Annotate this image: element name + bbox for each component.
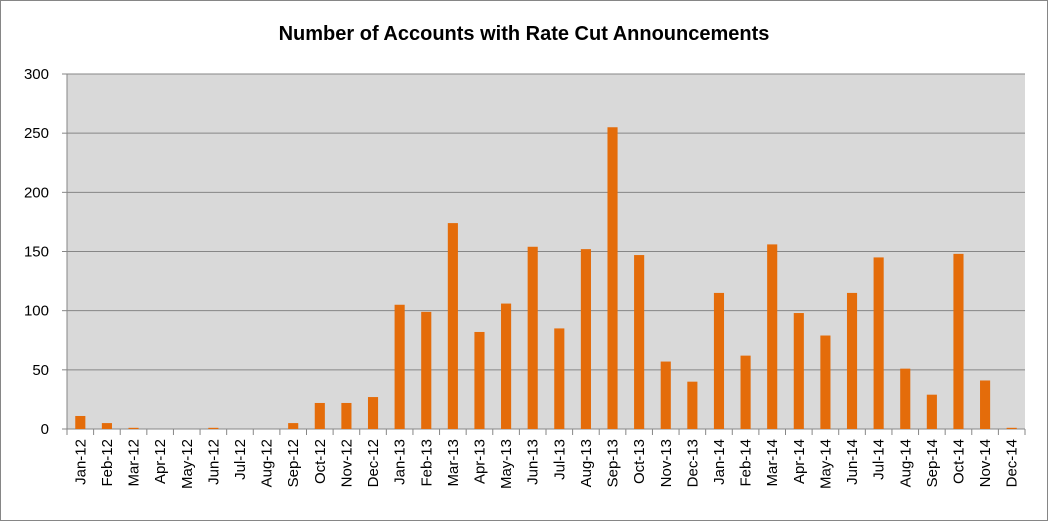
bar <box>101 423 112 429</box>
bar <box>288 423 299 429</box>
y-tick-label: 250 <box>24 125 49 142</box>
x-tick-label: Jun-13 <box>525 439 542 485</box>
y-tick-label: 0 <box>41 421 49 438</box>
bar <box>421 311 432 429</box>
bar <box>900 368 911 429</box>
bar <box>713 292 725 429</box>
bar <box>208 427 219 429</box>
bar <box>75 415 86 429</box>
bar <box>501 303 512 429</box>
x-tick-label: Oct-12 <box>312 439 329 484</box>
y-tick-label: 50 <box>32 362 49 379</box>
y-tick-label: 200 <box>24 184 49 201</box>
x-tick-label: Sep-13 <box>605 439 622 487</box>
x-tick-label: Aug-14 <box>897 439 914 487</box>
x-tick-label: Nov-14 <box>977 439 994 487</box>
x-tick-label: Mar-14 <box>764 439 781 487</box>
x-tick-label: Feb-12 <box>99 439 116 487</box>
x-tick-label: Jan-12 <box>72 439 89 485</box>
x-tick-label: Jun-14 <box>844 439 861 485</box>
x-tick-label: Jul-13 <box>551 439 568 480</box>
x-tick-label: Jan-14 <box>711 439 728 485</box>
x-tick-label: Mar-12 <box>126 439 143 487</box>
bar <box>873 257 884 429</box>
x-tick-label: Jun-12 <box>205 439 222 485</box>
x-tick-label: Apr-13 <box>471 439 488 484</box>
chart-title: Number of Accounts with Rate Cut Announc… <box>279 23 770 45</box>
x-tick-label: Nov-13 <box>658 439 675 487</box>
bar <box>660 361 671 429</box>
bar <box>1006 427 1017 429</box>
bar <box>394 304 405 429</box>
x-tick-label: Sep-14 <box>924 439 941 487</box>
x-tick-label: Aug-13 <box>578 439 595 487</box>
bar <box>474 331 485 429</box>
bar <box>367 397 379 429</box>
x-tick-label: Apr-14 <box>791 439 808 484</box>
x-tick-label: Feb-13 <box>418 439 435 487</box>
bar <box>687 381 698 429</box>
x-tick-label: Feb-14 <box>738 439 755 487</box>
plot-area: 0 50 100 150 200 250 300 Jan-12 Feb-12 Mar-12 Apr-… <box>24 66 1026 489</box>
bar <box>793 313 804 429</box>
bar <box>341 402 352 429</box>
x-tick-label: Apr-12 <box>152 439 169 484</box>
bar <box>554 328 565 429</box>
bar <box>820 335 831 429</box>
x-tick-label: Dec-12 <box>365 439 382 487</box>
bar <box>953 253 964 429</box>
x-tick-label: Oct-13 <box>631 439 648 484</box>
x-tick-label: Jan-13 <box>392 439 409 485</box>
x-tick-label: Sep-12 <box>285 439 302 487</box>
bar <box>527 246 538 429</box>
bar <box>314 402 325 429</box>
bar <box>128 427 139 429</box>
x-tick-label: Jul-14 <box>871 439 888 480</box>
bar <box>926 394 937 429</box>
x-tick-label: Aug-12 <box>259 439 276 487</box>
bar <box>634 255 645 429</box>
y-tick-label: 100 <box>24 303 49 320</box>
bar <box>580 249 591 429</box>
bar <box>980 380 991 429</box>
y-tick-label: 300 <box>24 66 49 83</box>
bar <box>846 292 858 429</box>
x-tick-label: Mar-13 <box>445 439 462 487</box>
x-tick-label: May-14 <box>817 439 834 489</box>
y-tick-label: 150 <box>24 244 49 261</box>
x-tick-label: Dec-13 <box>684 439 701 487</box>
x-tick-label: Dec-14 <box>1004 439 1021 487</box>
bar <box>740 355 751 429</box>
bar <box>447 223 458 429</box>
x-tick-label: Jul-12 <box>232 439 249 480</box>
x-tick-label: Oct-14 <box>950 439 967 484</box>
bar <box>767 244 778 429</box>
x-tick-label: Nov-12 <box>338 439 355 487</box>
bar <box>607 127 618 429</box>
x-tick-label: May-12 <box>179 439 196 489</box>
x-tick-label: May-13 <box>498 439 515 489</box>
